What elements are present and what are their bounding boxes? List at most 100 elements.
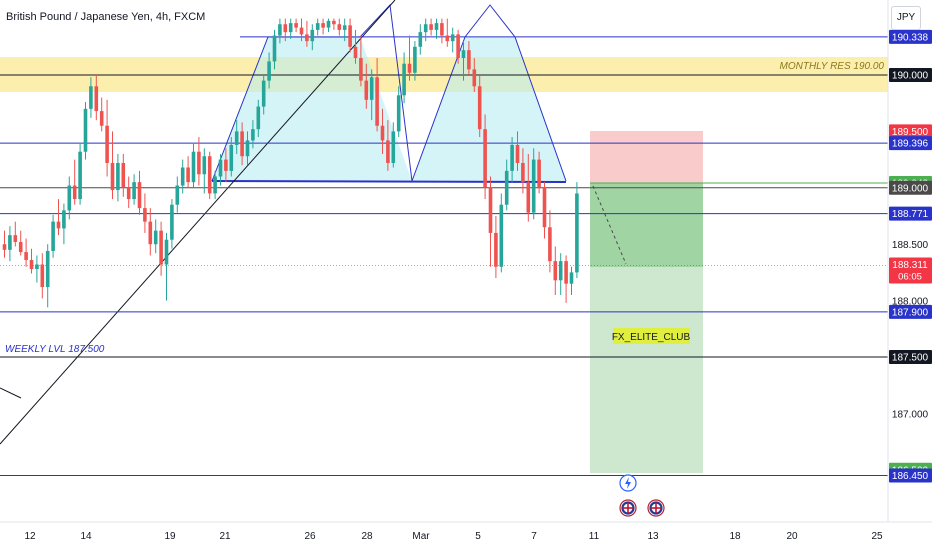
candle-1: [8, 226, 12, 262]
candle-64: [348, 18, 352, 53]
price-label-text-0: 190.338: [892, 32, 929, 43]
candle-4: [24, 238, 28, 267]
candle-5: [29, 248, 34, 274]
price-label-8: 187.900: [889, 304, 932, 319]
candle-59: [321, 18, 325, 35]
candle-17: [94, 75, 99, 121]
candle-86: [467, 41, 471, 75]
candle-16: [89, 77, 93, 118]
x-tick-label-11: 18: [729, 531, 741, 542]
candle-40: [218, 153, 223, 186]
candle-104: [564, 255, 568, 303]
currency-badge[interactable]: JPY: [891, 6, 921, 30]
candle-84: [456, 29, 460, 64]
price-label-text-3: 189.396: [892, 139, 929, 150]
take-profit-filled-zone: [590, 183, 703, 267]
candle-43: [234, 120, 239, 154]
candle-14: [78, 142, 82, 205]
candle-83: [450, 27, 455, 53]
price-label-5: 189.000: [889, 180, 932, 195]
candle-88: [477, 75, 482, 138]
x-tick-label-0: 12: [24, 531, 36, 542]
candle-62: [337, 18, 342, 36]
candle-106: [575, 182, 579, 279]
uk-flag-event-icon[interactable]: [619, 499, 637, 517]
price-label-6: 188.771: [889, 206, 932, 221]
candle-6: [35, 255, 39, 283]
price-label-2: 189.500: [889, 124, 932, 139]
time-axis[interactable]: 12 14 19 21 26 28 Mar 5 7 11 13 18 20 25: [24, 531, 883, 542]
price-label-text-7: 188.311: [892, 260, 928, 271]
candle-52: [283, 18, 288, 42]
uk-flag-event-icon-2[interactable]: [647, 499, 665, 517]
monthly-resistance-label: MONTHLY RES 190.00: [780, 61, 885, 72]
candle-11: [62, 203, 66, 245]
price-label-text-8: 187.900: [892, 307, 929, 318]
candle-69: [375, 58, 379, 132]
price-label-text-5: 189.000: [892, 183, 929, 194]
trendline-short: [0, 387, 22, 399]
weekly-level-label: WEEKLY LVL 187.500: [5, 344, 105, 355]
candle-94: [510, 137, 514, 183]
candle-0: [2, 230, 7, 258]
price-axis[interactable]: 190.338190.000189.500189.396189.042189.0…: [889, 29, 932, 483]
x-tick-label-5: 28: [361, 531, 373, 542]
candle-75: [407, 35, 412, 81]
candle-95: [515, 131, 520, 171]
candle-10: [56, 199, 61, 236]
watermark-badge: [613, 328, 690, 344]
candle-97: [526, 153, 531, 222]
candle-44: [240, 122, 244, 166]
price-label-text-2: 189.500: [892, 127, 929, 138]
candle-91: [494, 216, 498, 279]
level-lines: [0, 36, 888, 476]
y-tick-label-2: 187.000: [892, 409, 929, 420]
candle-26: [143, 193, 147, 233]
candle-47: [256, 99, 261, 138]
candle-92: [499, 193, 504, 273]
x-tick-label-2: 19: [164, 531, 176, 542]
candle-32: [175, 176, 180, 213]
candle-35: [191, 142, 196, 188]
candle-34: [186, 156, 190, 188]
candle-53: [288, 18, 293, 39]
countdown-label: 06:05: [898, 272, 922, 283]
neckline: [211, 180, 567, 183]
candle-25: [137, 170, 142, 215]
position-progress-line: [592, 185, 627, 265]
price-label-text-6: 188.771: [892, 209, 929, 220]
price-label-text-1: 190.000: [892, 71, 929, 82]
candle-71: [386, 120, 390, 171]
candle-65: [353, 29, 358, 64]
candle-2: [13, 221, 18, 247]
lightning-event-icon[interactable]: [619, 474, 637, 492]
y-tick-label-0: 188.500: [892, 240, 929, 251]
candle-42: [229, 137, 234, 177]
candle-103: [558, 253, 563, 295]
candle-8: [45, 244, 50, 308]
candle-39: [213, 170, 217, 200]
candle-66: [359, 35, 363, 87]
candle-21: [116, 153, 120, 202]
x-tick-label-13: 25: [871, 531, 883, 542]
price-label-text-9: 187.500: [892, 353, 929, 364]
candle-28: [153, 219, 158, 254]
candle-90: [488, 176, 493, 267]
candle-13: [72, 159, 77, 205]
symbol-title[interactable]: British Pound / Japanese Yen, 4h, FXCM: [6, 11, 206, 23]
price-label-11: 186.450: [889, 468, 932, 483]
price-label-3: 189.396: [889, 136, 932, 151]
watermark-text: FX_ELITE_CLUB: [612, 332, 691, 343]
candle-31: [170, 199, 174, 249]
candle-63: [342, 18, 347, 42]
candle-60: [326, 18, 331, 33]
candle-77: [418, 24, 423, 55]
candle-33: [180, 159, 185, 194]
y-tick-label-1: 188.000: [892, 297, 929, 308]
candle-19: [105, 99, 109, 177]
price-label-text-11: 186.450: [892, 471, 929, 482]
candle-99: [537, 151, 541, 194]
candle-87: [472, 58, 477, 92]
trendline-ascending: [0, 0, 396, 445]
